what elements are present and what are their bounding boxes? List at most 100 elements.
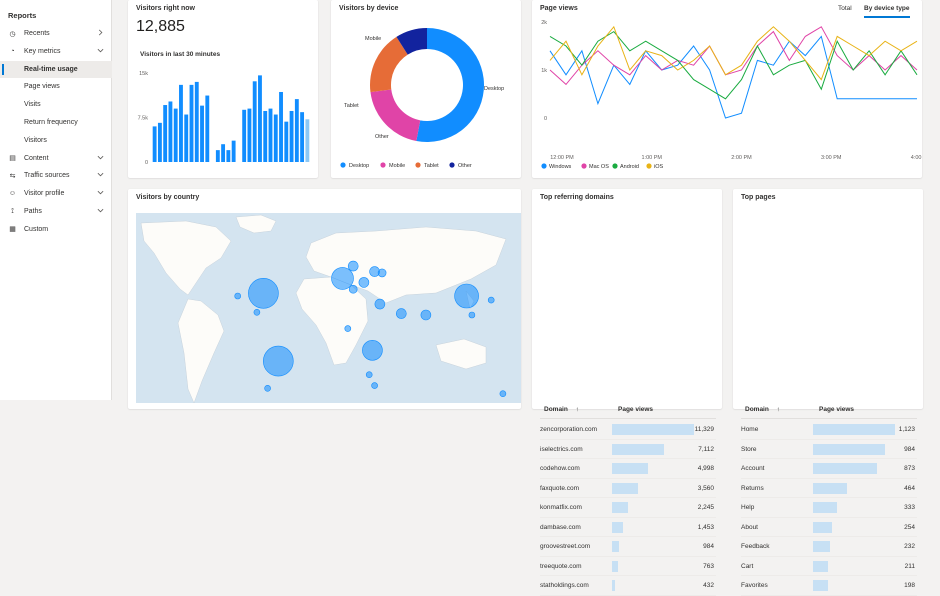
table-row[interactable]: Cart 211 (741, 557, 917, 576)
domain-cell[interactable]: statholdings.com (540, 582, 589, 589)
column-header-page-views[interactable]: Page views (819, 406, 855, 413)
sidebar-item-key-metrics[interactable]: ◔ Key metrics (0, 43, 112, 60)
domain-cell[interactable]: About (741, 523, 758, 531)
domain-cell[interactable]: dambase.com (540, 523, 581, 531)
table-row[interactable]: About 254 (741, 518, 917, 537)
domain-cell[interactable]: faxquote.com (540, 484, 580, 492)
domain-cell[interactable]: codehow.com (540, 465, 580, 472)
map-bubble[interactable] (420, 309, 432, 321)
map-bubble[interactable] (371, 382, 378, 389)
donut-slice[interactable] (370, 89, 421, 141)
value-bar (813, 482, 847, 494)
map-bubble[interactable] (248, 278, 279, 309)
table-row[interactable]: Home 1,123 (741, 420, 917, 440)
domain-cell[interactable]: groovestreet.com (540, 543, 591, 550)
domain-cell[interactable]: Store (741, 445, 757, 453)
map-bubble[interactable] (253, 309, 261, 316)
sidebar-item-visitor-profile[interactable]: ☺ Visitor profile (0, 185, 112, 202)
table-row[interactable]: Store 984 (741, 440, 917, 459)
domain-cell[interactable]: Feedback (741, 543, 770, 550)
legend-label: Mac OS (589, 164, 609, 170)
map-bubble[interactable] (395, 308, 407, 319)
domain-cell[interactable]: Account (741, 465, 765, 472)
map-bubble[interactable] (263, 345, 294, 377)
table-row[interactable]: Help 333 (741, 498, 917, 518)
legend-marker (380, 162, 386, 168)
map-bubble[interactable] (468, 311, 476, 319)
sidebar-item-label: Custom (24, 225, 49, 233)
column-header-page-views[interactable]: Page views (618, 406, 654, 413)
domain-cell[interactable]: Favorites (741, 582, 768, 589)
world-map[interactable] (136, 213, 521, 403)
tab-total[interactable]: Total (838, 5, 852, 12)
card-title: Visitors by device (339, 5, 399, 12)
column-header-domain[interactable]: Domain ↑ (544, 406, 579, 413)
donut-slice[interactable] (396, 28, 427, 55)
table-row[interactable]: codehow.com 4,998 (540, 459, 716, 479)
domain-cell[interactable]: Help (741, 504, 755, 511)
table-row[interactable]: Favorites 198 (741, 576, 917, 596)
clock-icon: ◷ (9, 30, 16, 38)
domain-cell[interactable]: Returns (741, 484, 764, 492)
bar (215, 150, 220, 162)
map-bubble[interactable] (362, 340, 383, 361)
country-card: Visitors by country (128, 189, 521, 409)
pageviews-line-chart: 2k 1k 0 12:00 PM 1:00 PM 2:00 PM 3:00 PM 4:00 P… (541, 20, 922, 170)
sidebar-item-traffic-sources[interactable]: ⇆ Traffic sources (0, 167, 112, 184)
sidebar-item-visitors[interactable]: Visitors (0, 132, 112, 149)
table-row[interactable]: Account 873 (741, 459, 917, 479)
table-row[interactable]: iselectrics.com 7,112 (540, 440, 716, 459)
map-bubble[interactable] (365, 371, 373, 378)
path-icon: ⟟ (11, 207, 14, 215)
map-bubble[interactable] (487, 296, 495, 304)
map-bubble[interactable] (344, 325, 352, 332)
sidebar-item-custom[interactable]: ▦ Custom (0, 221, 112, 238)
domain-cell[interactable]: Cart (741, 562, 754, 570)
map-bubble[interactable] (499, 390, 507, 397)
donut-slice[interactable] (370, 36, 408, 93)
map-bubble[interactable] (358, 277, 370, 288)
value-cell: 11,329 (694, 426, 714, 433)
donut-slice[interactable] (416, 28, 484, 142)
domain-cell[interactable]: Home (741, 426, 759, 433)
sidebar-item-page-views[interactable]: Page views (0, 78, 112, 95)
sidebar-item-label: Return frequency (24, 119, 78, 126)
domain-cell[interactable]: treequote.com (540, 562, 582, 570)
y-tick-label: 0 (544, 116, 547, 122)
sidebar-item-recents[interactable]: ◷ Recents (0, 25, 112, 42)
map-bubble[interactable] (331, 267, 354, 290)
table-row[interactable]: Returns 464 (741, 479, 917, 498)
column-header-domain[interactable]: Domain ↑ (745, 406, 780, 413)
table-row[interactable]: groovestreet.com 984 (540, 537, 716, 557)
sidebar-item-return-frequency[interactable]: Return frequency (0, 114, 112, 131)
table-row[interactable]: faxquote.com 3,560 (540, 479, 716, 498)
legend-label: Android (620, 164, 639, 170)
x-tick-label: 3:00 PM (821, 155, 842, 161)
table-row[interactable]: konmatfix.com 2,245 (540, 498, 716, 518)
sidebar-item-paths[interactable]: ⟟ Paths (0, 203, 112, 220)
tab-by-device-type[interactable]: By device type (864, 5, 910, 18)
table-row[interactable]: statholdings.com 432 (540, 576, 716, 596)
map-bubble[interactable] (374, 298, 386, 310)
value-bar (612, 521, 623, 533)
sidebar-item-visits[interactable]: Visits (0, 96, 112, 113)
map-bubble[interactable] (347, 260, 359, 272)
card-title: Visitors right now (136, 5, 195, 12)
domain-cell[interactable]: iselectrics.com (540, 445, 583, 453)
domain-cell[interactable]: zencorporation.com (540, 426, 598, 433)
map-bubble[interactable] (348, 284, 358, 294)
sidebar-item-content[interactable]: ▤ Content (0, 150, 112, 167)
map-bubble[interactable] (264, 385, 271, 392)
bar (152, 126, 157, 162)
map-bubble[interactable] (377, 268, 387, 278)
map-bubble[interactable] (454, 283, 479, 309)
table-row[interactable]: treequote.com 763 (540, 557, 716, 576)
sidebar-item-label: Content (24, 154, 49, 162)
table-row[interactable]: dambase.com 1,453 (540, 518, 716, 537)
map-bubble[interactable] (234, 292, 241, 300)
table-row[interactable]: zencorporation.com 11,329 (540, 420, 716, 440)
domain-cell[interactable]: konmatfix.com (540, 504, 582, 511)
sidebar-item-real-time-usage[interactable]: Real-time usage (0, 60, 112, 78)
slice-label-desktop: Desktop (484, 86, 504, 92)
table-row[interactable]: Feedback 232 (741, 537, 917, 557)
